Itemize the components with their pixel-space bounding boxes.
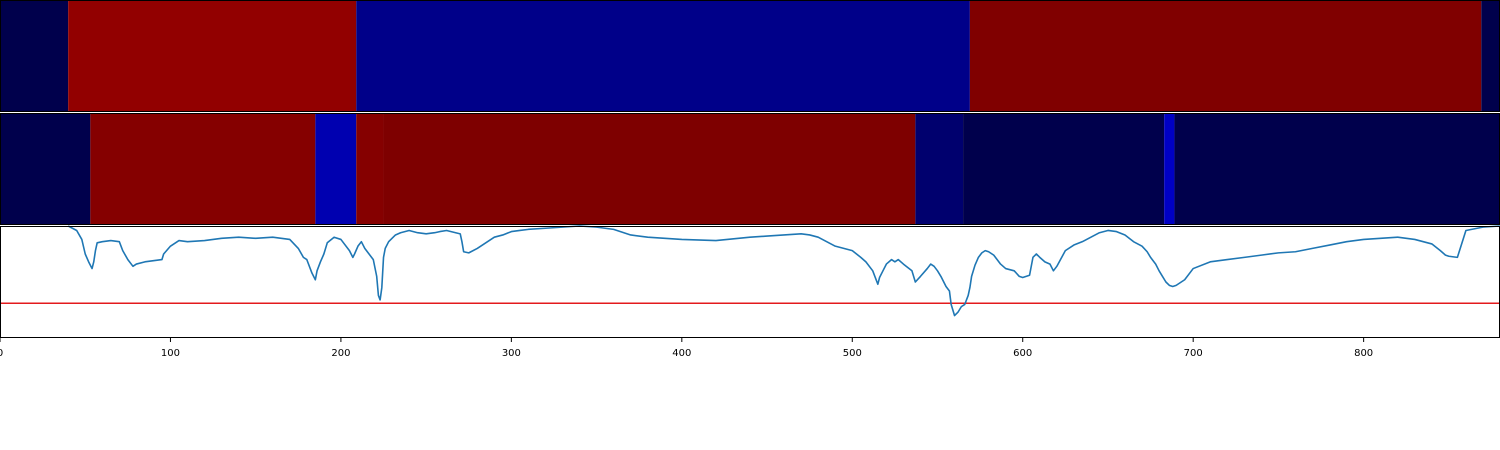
heatmap-segment-2-2 xyxy=(315,113,357,225)
heatmap-segment-2-7 xyxy=(1164,113,1175,225)
heatmap-segment-1-0 xyxy=(0,0,69,112)
heatmap-segment-2-0 xyxy=(0,113,91,225)
x-axis: 0 100 200 300 400 500 600 700 800 xyxy=(0,338,1373,359)
middle-heatmap-strip xyxy=(0,113,1500,225)
heatmap-segment-1-4 xyxy=(1481,0,1500,112)
heatmap-segment-2-5 xyxy=(915,113,964,225)
heatmap-segment-2-1 xyxy=(90,113,316,225)
x-tick-label-800: 800 xyxy=(1354,348,1373,359)
x-tick-label-700: 700 xyxy=(1184,348,1203,359)
x-tick-label-0: 0 xyxy=(0,348,3,359)
line-plot-panel xyxy=(0,225,1500,338)
x-tick-label-500: 500 xyxy=(843,348,862,359)
top-heatmap-strip xyxy=(0,0,1500,112)
heatmap-segment-1-1 xyxy=(68,0,357,112)
x-tick-label-400: 400 xyxy=(672,348,691,359)
heatmap-segment-2-3 xyxy=(356,113,384,225)
heatmap-segment-1-3 xyxy=(969,0,1482,112)
line-plot-frame xyxy=(0,226,1500,338)
x-tick-label-200: 200 xyxy=(331,348,350,359)
heatmap-segment-2-6 xyxy=(963,113,1165,225)
x-tick-label-100: 100 xyxy=(161,348,180,359)
heatmap-segment-1-2 xyxy=(356,0,970,112)
x-tick-label-300: 300 xyxy=(502,348,521,359)
heatmap-segment-2-8 xyxy=(1174,113,1500,225)
data-series-line-0 xyxy=(67,225,1500,317)
x-tick-label-600: 600 xyxy=(1013,348,1032,359)
heatmap-segment-2-4 xyxy=(383,113,916,225)
